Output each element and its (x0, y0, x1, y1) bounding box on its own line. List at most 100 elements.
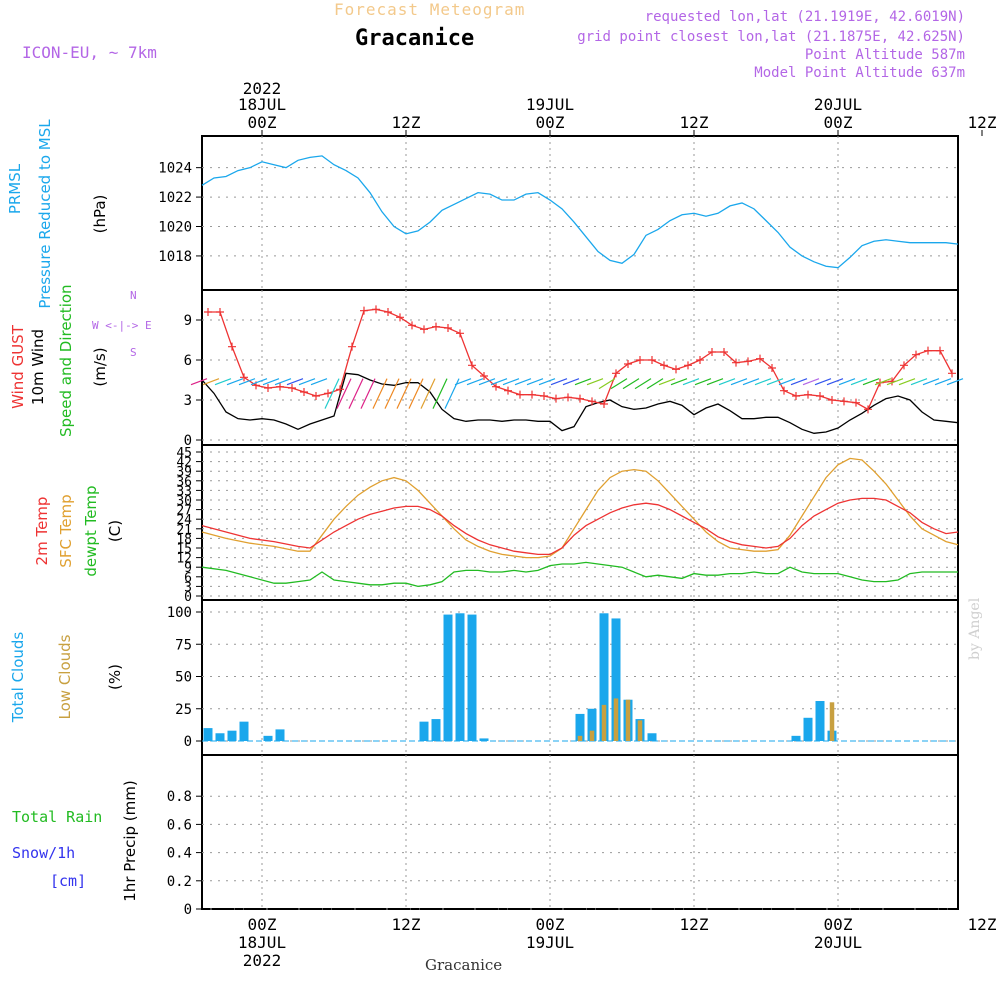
y-tick-label: 3 (184, 580, 192, 595)
gust-marker (684, 361, 692, 370)
wind-arrow (766, 378, 784, 386)
wind-arrow (586, 378, 604, 386)
wind-arrow (826, 378, 844, 386)
wind-arrow (718, 378, 736, 386)
pressure-line (201, 155, 959, 269)
wind-arrow (202, 378, 220, 386)
wind-arrow (622, 378, 640, 390)
wind-arrow (886, 378, 904, 386)
gridpoint-coords: grid point closest lon,lat (21.1875E, 42… (577, 29, 965, 45)
wind-arrow (298, 378, 316, 386)
gust-marker (552, 394, 560, 403)
wind-arrow (610, 378, 628, 390)
gust-marker (636, 356, 644, 364)
wind-arrow (348, 378, 364, 409)
bottom-axis-date: 20JUL (814, 933, 862, 952)
gust-marker (900, 361, 908, 370)
chart-title: Forecast Meteogram (334, 0, 526, 19)
total-cloud-bar (455, 613, 465, 741)
total-cloud-bar (587, 708, 597, 741)
wind-arrow (324, 378, 340, 409)
y-tick-label: 21 (176, 523, 192, 538)
gust-marker (336, 385, 344, 394)
gust-marker (600, 400, 608, 408)
gust-marker (396, 313, 404, 322)
gust-marker (936, 346, 944, 355)
gust-marker (228, 342, 236, 351)
wind-arrow (754, 378, 772, 386)
y-tick-label: 0.6 (167, 817, 192, 833)
wind-arrow (910, 378, 928, 386)
wind-arrow (634, 378, 652, 390)
wind-arrow (384, 378, 400, 409)
gust-marker (264, 384, 272, 392)
requested-coords: requested lon,lat (21.1919E, 42.6019N) (644, 9, 965, 25)
gust-marker (588, 397, 596, 406)
gust-marker (792, 392, 800, 400)
wind-arrow (946, 378, 964, 386)
gust-marker (384, 308, 392, 316)
wind-arrow (898, 378, 916, 386)
total-cloud-bar (479, 738, 489, 741)
dewpt-line (201, 561, 958, 588)
y-tick-label: 42 (176, 456, 192, 471)
wind-arrow (670, 378, 688, 386)
compass-south: S (130, 346, 137, 359)
wind-arrow (238, 378, 256, 386)
top-axis-date: 19JUL (526, 95, 574, 114)
compass-north: N (130, 289, 137, 302)
gust-marker (360, 306, 368, 315)
wind-arrow (706, 378, 724, 386)
gust-marker (576, 394, 584, 403)
bottom-axis-hour: 00Z (536, 915, 565, 934)
y-tick-label: 25 (175, 702, 192, 718)
gust-marker (912, 350, 920, 359)
bottom-axis-date: 18JUL (238, 933, 286, 952)
location-title: Gracanice (355, 26, 475, 51)
total-cloud-bar (467, 614, 477, 741)
gust-marker (780, 386, 788, 395)
y-tick-label: 39 (176, 465, 192, 480)
bottom-axis-year: 2022 (243, 951, 282, 970)
y-tick-label: 12 (176, 552, 192, 567)
gust-marker (852, 398, 860, 407)
gust-marker (828, 396, 836, 404)
y-tick-label: 6 (184, 353, 192, 369)
y-tick-label: 1022 (158, 190, 192, 206)
footer-location: Gracanice (425, 956, 503, 974)
gust-marker (324, 389, 332, 398)
wind-arrow (574, 378, 592, 386)
top-axis-hour: 00Z (536, 113, 565, 132)
gust-marker (540, 392, 548, 400)
total-cloud-bar (203, 728, 213, 741)
sfc-temp-line (201, 457, 959, 559)
gust-marker (624, 360, 632, 368)
y-tick-label: 24 (176, 513, 192, 528)
wind-arrow (432, 378, 448, 409)
wind-arrow (190, 378, 208, 386)
y-tick-label: 27 (176, 504, 192, 519)
total-cloud-bar (611, 618, 621, 741)
y-tick-label: 36 (176, 475, 192, 490)
gust-marker (408, 321, 416, 330)
gust-marker (672, 365, 680, 374)
y-tick-label: 15 (176, 542, 192, 557)
wind-arrow (598, 378, 616, 390)
low-cloud-bar (589, 730, 595, 741)
y-tick-label: 9 (184, 561, 192, 576)
gust-marker (768, 364, 776, 372)
gust-marker (840, 397, 848, 406)
y-tick-label: 9 (184, 313, 192, 329)
bottom-axis-hour: 12Z (680, 915, 709, 934)
wind-arrow (262, 378, 280, 386)
gust-marker (948, 369, 956, 378)
gust-marker (504, 386, 512, 395)
wind-arrow (214, 378, 232, 386)
panel-frame (201, 135, 959, 291)
gust-marker (348, 342, 356, 351)
total-cloud-bar (215, 733, 225, 741)
total-cloud-bar (791, 735, 801, 741)
wind-arrow (538, 378, 556, 386)
wind-arrow (444, 378, 460, 409)
